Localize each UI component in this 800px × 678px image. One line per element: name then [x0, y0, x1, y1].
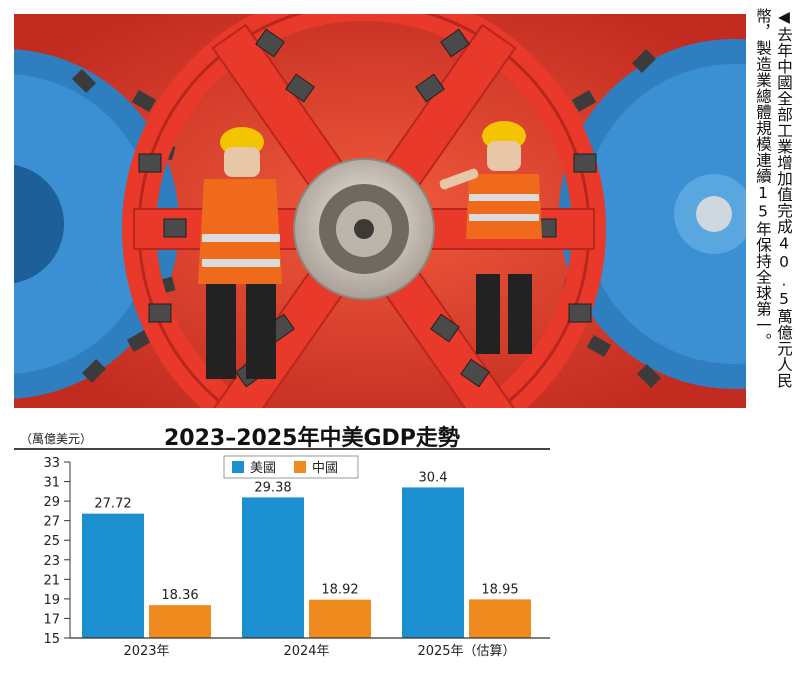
bar [469, 599, 531, 638]
y-tick-label: 23 [43, 554, 60, 569]
bars: 27.72 18.36 29.38 18.92 30.4 18.95 [82, 470, 531, 638]
y-tick-label: 25 [43, 534, 60, 549]
y-tick-label: 29 [43, 495, 60, 510]
legend-swatch [232, 461, 244, 473]
gdp-chart-svg: 33 31 29 27 25 23 21 19 17 15 27.72 18.36 29.38 18.9… [43, 455, 550, 659]
x-category-label: 2023年 [123, 644, 169, 659]
bar [82, 513, 144, 638]
worker-right [439, 121, 542, 354]
chart-unit-label: （萬億美元） [20, 432, 93, 446]
right-blue-cutter [559, 39, 746, 389]
legend-swatch [294, 461, 306, 473]
legend-label: 中國 [312, 461, 338, 476]
x-category-label: 2025年（估算） [417, 644, 515, 659]
data-label: 29.38 [254, 480, 291, 495]
data-label: 18.92 [321, 583, 358, 598]
bar [309, 599, 371, 638]
bar [242, 497, 304, 638]
bar [149, 605, 211, 638]
y-tick-label: 15 [43, 632, 60, 647]
photo-caption: ◀去年中國全部工業增加值完成40.5萬億元人民幣，製造業總體規模連續15年保持全… [754, 8, 793, 389]
y-tick-label: 27 [43, 515, 60, 530]
data-label: 18.95 [481, 582, 518, 597]
legend: 美國 中國 [223, 455, 359, 479]
y-tick-label: 33 [43, 456, 60, 471]
tbm-cutterhead-illustration [14, 14, 746, 408]
x-category-label: 2024年 [283, 644, 329, 659]
y-tick-label: 31 [43, 476, 60, 491]
y-tick-label: 17 [43, 612, 60, 627]
data-label: 30.4 [419, 470, 448, 485]
bar [402, 487, 464, 638]
data-label: 18.36 [161, 588, 198, 603]
title-rule [14, 448, 550, 450]
data-label: 27.72 [94, 497, 131, 512]
chart-title: 2023–2025年中美GDP走勢 [164, 426, 460, 451]
legend-box [223, 455, 359, 479]
gdp-chart: 33 31 29 27 25 23 21 19 17 15 27.72 18.36 29.38 18.9… [14, 420, 550, 674]
legend-label: 美國 [250, 461, 276, 476]
y-axis: 33 31 29 27 25 23 21 19 17 15 [43, 456, 71, 647]
y-tick-label: 19 [43, 593, 60, 608]
worker-left [198, 127, 282, 379]
photo-cutterhead [14, 14, 746, 408]
x-axis: 2023年 2024年 2025年（估算） [70, 637, 550, 659]
y-tick-label: 21 [43, 573, 60, 588]
